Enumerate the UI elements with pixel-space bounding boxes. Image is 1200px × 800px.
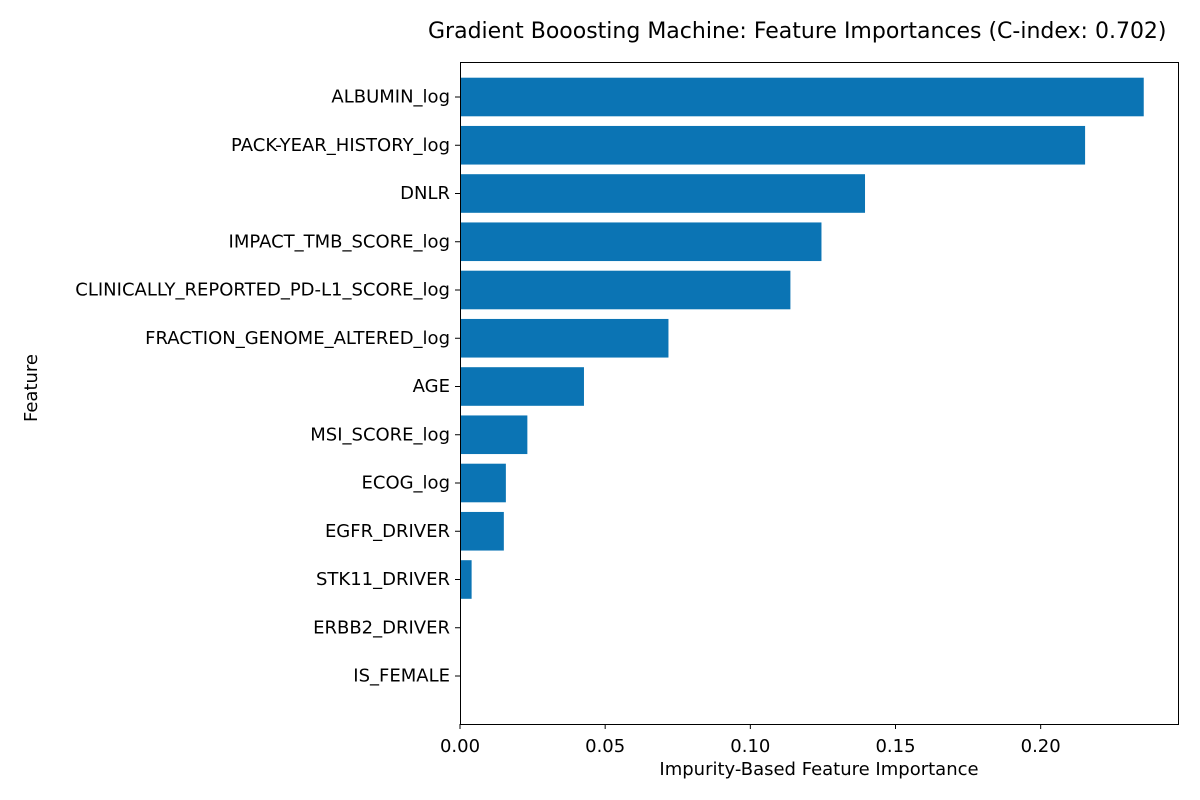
y-tick-label: EGFR_DRIVER <box>325 521 450 542</box>
bar <box>460 174 866 213</box>
bar <box>460 222 822 262</box>
x-tick-label: 0.10 <box>730 736 770 757</box>
y-tick-label: ALBUMIN_log <box>331 87 450 108</box>
y-tick-label: AGE <box>413 376 450 397</box>
x-tick-label: 0.15 <box>875 736 915 757</box>
bar <box>460 463 506 503</box>
y-tick-label: IMPACT_TMB_SCORE_log <box>229 231 450 252</box>
bar <box>460 560 472 599</box>
plot-frame <box>460 62 1179 725</box>
y-tick-label: ECOG_log <box>362 473 451 494</box>
y-axis-label: Feature <box>21 354 42 422</box>
y-tick-label: PACK-YEAR_HISTORY_log <box>231 135 450 156</box>
bar <box>460 77 1144 117</box>
chart-title: Gradient Booosting Machine: Feature Impo… <box>428 19 1167 44</box>
bar <box>460 318 669 358</box>
y-tick-label: FRACTION_GENOME_ALTERED_log <box>145 328 450 349</box>
x-tick-label: 0.05 <box>585 736 625 757</box>
y-tick-label: DNLR <box>400 183 450 204</box>
bar <box>460 367 584 406</box>
x-tick-label: 0.00 <box>440 736 480 757</box>
x-axis-label: Impurity-Based Feature Importance <box>659 759 978 780</box>
y-tick-label: STK11_DRIVER <box>316 569 450 590</box>
bar <box>460 415 528 455</box>
y-tick-label: CLINICALLY_REPORTED_PD-L1_SCORE_log <box>75 280 450 301</box>
x-tick-label: 0.20 <box>1021 736 1061 757</box>
y-tick-label: IS_FEMALE <box>353 666 450 687</box>
bars <box>460 77 1144 599</box>
bar <box>460 511 504 551</box>
y-axis-ticks: ALBUMIN_log PACK-YEAR_HISTORY_log DNLR IMPA… <box>75 87 460 687</box>
bar <box>460 270 791 310</box>
y-tick-label: ERBB2_DRIVER <box>313 617 450 638</box>
x-axis-ticks: 0.00 0.05 0.10 0.15 0.20 <box>440 724 1061 757</box>
y-tick-label: MSI_SCORE_log <box>310 424 450 445</box>
bar <box>460 125 1086 165</box>
